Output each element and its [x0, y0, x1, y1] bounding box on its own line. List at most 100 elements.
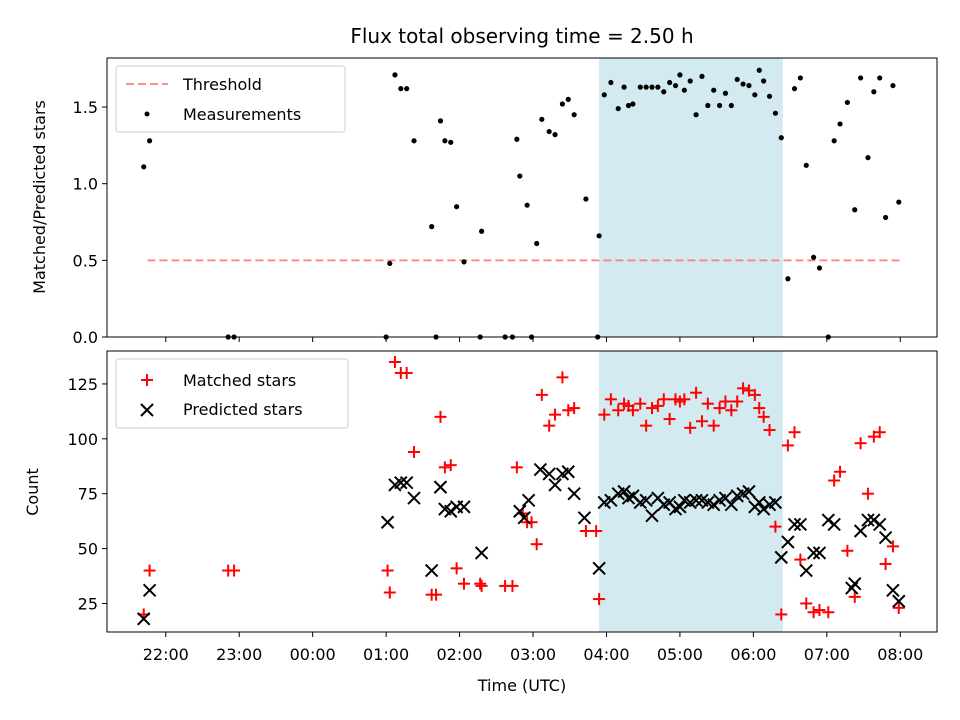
measurement-point	[877, 75, 883, 81]
matched-star-point	[769, 520, 782, 533]
predicted-star-point	[812, 546, 827, 560]
matched-star-point	[598, 408, 611, 421]
matched-star-point	[775, 608, 788, 621]
measurement-point	[667, 79, 673, 86]
legend-matched-label: Matched stars	[183, 371, 296, 390]
matched-star-point	[879, 557, 892, 570]
measurement-point	[404, 86, 410, 92]
matched-star-point	[640, 419, 653, 432]
matched-star-point	[725, 404, 738, 417]
matched-star-point	[678, 393, 691, 406]
measurement-point	[630, 101, 636, 107]
measurement-point	[479, 228, 485, 234]
measurement-point	[442, 138, 448, 144]
predicted-star-point	[752, 495, 766, 510]
measurement-point	[643, 84, 649, 90]
predicted-star-point	[781, 535, 795, 549]
measurement-point	[687, 78, 693, 84]
matched-star-point	[848, 590, 861, 603]
predicted-star-point	[533, 462, 548, 477]
measurement-point	[803, 162, 809, 168]
measurement-point	[705, 102, 711, 109]
measurement-point	[559, 101, 565, 107]
predicted-star-point	[724, 497, 739, 512]
legend-predicted-label: Predicted stars	[183, 400, 303, 419]
measurement-point	[734, 76, 740, 83]
legend-measurements-swatch	[144, 111, 150, 117]
predicted-star-point	[774, 550, 788, 565]
x-tick-label: 06:00	[730, 645, 776, 664]
predicted-star-point	[806, 546, 821, 560]
measurement-point	[596, 233, 602, 239]
measurement-point	[398, 86, 404, 92]
x-tick-label: 05:00	[657, 645, 703, 664]
matched-star-point	[719, 395, 732, 408]
legend-matched-swatch	[141, 374, 153, 386]
matched-star-point	[143, 564, 156, 577]
ratio-y-axis: 0.0 0.5 1.0 1.5	[73, 98, 107, 347]
measurement-point	[552, 132, 558, 138]
measurement-point	[816, 265, 823, 271]
x-tick-label: 04:00	[583, 645, 629, 664]
predicted-star-point	[137, 612, 151, 626]
ratio-y-tick-label: 1.5	[73, 98, 98, 117]
matched-star-point	[646, 402, 659, 415]
matched-star-point	[434, 410, 447, 423]
measurement-point	[699, 73, 705, 79]
measurement-point	[672, 82, 679, 89]
matched-star-point	[568, 402, 581, 415]
predicted-star-point	[513, 504, 527, 518]
measurement-point	[571, 112, 577, 118]
x-tick-label: 22:00	[143, 645, 189, 664]
measurement-point	[852, 207, 858, 213]
measurement-point	[761, 78, 767, 84]
measurement-point	[524, 202, 530, 208]
measurement-point	[539, 116, 545, 122]
measurement-point	[693, 112, 699, 118]
count-y-tick-label: 100	[67, 430, 98, 449]
x-tick-label: 02:00	[437, 645, 483, 664]
ratio-panel-shade	[599, 58, 783, 337]
matched-star-point	[753, 402, 766, 415]
measurement-point	[778, 135, 784, 141]
matched-star-point	[530, 538, 543, 551]
matched-star-point	[408, 445, 421, 458]
matched-star-point	[438, 461, 451, 474]
measurement-point	[615, 105, 621, 112]
matched-star-point	[593, 593, 606, 606]
matched-star-point	[444, 459, 457, 472]
matched-star-point	[475, 579, 488, 592]
predicted-star-point	[673, 500, 687, 514]
measurement-point	[785, 276, 791, 282]
matched-star-point	[510, 461, 523, 474]
measurement-point	[865, 155, 871, 161]
predicted-star-point	[787, 517, 802, 532]
measurement-point	[429, 224, 435, 230]
predicted-star-point	[793, 517, 808, 532]
count-y-tick-label: 50	[78, 540, 98, 559]
ratio-y-tick-label: 0.0	[73, 328, 98, 347]
matched-star-point	[590, 525, 603, 538]
chart-title: Flux total observing time = 2.50 h	[350, 24, 693, 48]
matched-star-point	[543, 419, 556, 432]
x-axis-label: Time (UTC)	[477, 676, 566, 695]
predicted-star-point	[886, 583, 900, 597]
predicted-star-point	[707, 497, 721, 512]
predicted-star-point	[827, 517, 841, 532]
measurement-point	[746, 82, 752, 89]
measurement-point	[766, 93, 773, 99]
measurement-point	[514, 136, 520, 142]
predicted-star-point	[394, 476, 408, 490]
count-legend-box	[115, 358, 349, 429]
matched-stars-series	[137, 355, 905, 621]
measurement-point	[756, 67, 762, 73]
measurement-point	[811, 254, 817, 260]
measurement-point	[637, 84, 643, 90]
matched-star-point	[556, 371, 569, 384]
measurement-point	[797, 75, 803, 81]
ratio-legend-box	[115, 65, 346, 133]
measurement-point	[728, 102, 734, 109]
predicted-star-point	[878, 530, 893, 545]
matched-star-point	[657, 393, 670, 406]
measurement-point	[740, 81, 746, 87]
